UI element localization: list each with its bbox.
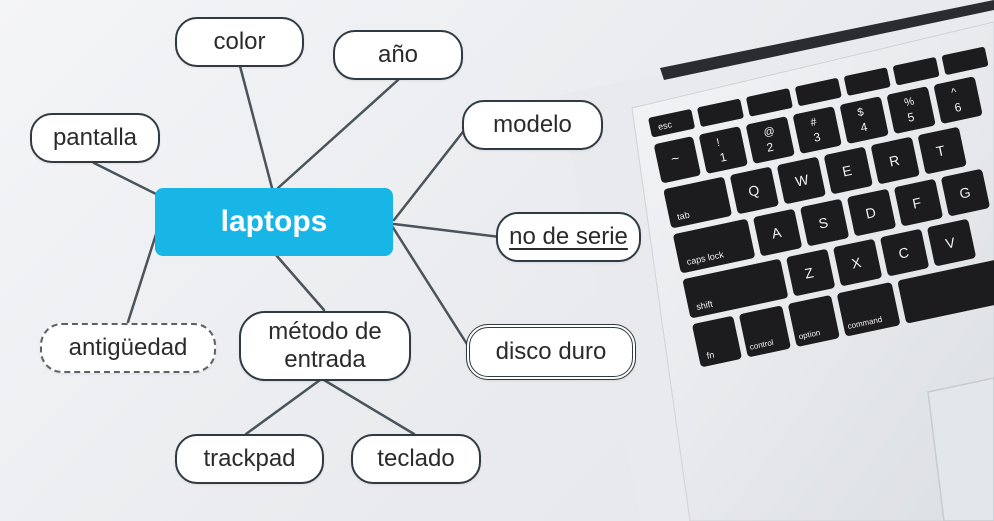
node-no-de-serie-label: no de serie [509, 223, 628, 250]
node-teclado: teclado [351, 434, 481, 484]
laptop-hinge [660, 0, 994, 80]
node-trackpad-label: trackpad [203, 445, 296, 472]
svg-text:1: 1 [718, 150, 728, 165]
svg-text:V: V [944, 234, 957, 252]
svg-text:%: % [903, 95, 915, 109]
qwerty-row: tab Q W E R T [663, 127, 967, 228]
key-tab-label: tab [676, 210, 690, 222]
svg-text:G: G [958, 184, 972, 202]
node-modelo-label: modelo [493, 111, 572, 138]
key-esc-label: esc [657, 119, 673, 132]
svg-text:Z: Z [803, 264, 815, 282]
svg-text:X: X [850, 254, 863, 272]
key-backtick-label: ~ [669, 150, 680, 167]
node-color: color [175, 17, 304, 67]
svg-text:5: 5 [906, 110, 916, 125]
svg-text:6: 6 [953, 100, 963, 115]
keyboard: esc ~ ! 1 @ 2 [648, 47, 994, 367]
svg-text:R: R [888, 152, 901, 170]
svg-text:W: W [794, 171, 811, 190]
key-option-label: option [798, 328, 821, 341]
node-pantalla-label: pantalla [52, 124, 138, 151]
node-disco-duro-label: disco duro [495, 338, 607, 365]
svg-text:3: 3 [812, 130, 822, 145]
svg-text:2: 2 [765, 140, 775, 155]
central-topic-label: laptops [220, 205, 328, 238]
svg-text:Q: Q [747, 182, 761, 200]
svg-text:T: T [935, 142, 947, 160]
modifier-row: fn control option command [692, 256, 994, 367]
function-row: esc [648, 47, 989, 138]
node-modelo: modelo [462, 100, 603, 150]
node-no-de-serie: no de serie [496, 212, 641, 262]
node-trackpad: trackpad [175, 434, 324, 484]
svg-text:C: C [897, 244, 910, 262]
node-disco-duro: disco duro [466, 324, 636, 380]
svg-text:D: D [864, 204, 877, 222]
home-row: caps lock A S D F G [673, 169, 990, 273]
svg-text:^: ^ [950, 86, 958, 99]
node-ano-label: año [377, 41, 419, 68]
svg-text:!: ! [716, 137, 721, 149]
node-metodo-label-line2: entrada [284, 346, 366, 373]
svg-text:$: $ [856, 106, 864, 119]
node-metodo-de-entrada: método de entrada [239, 311, 411, 381]
node-ano: año [333, 30, 463, 80]
svg-text:F: F [911, 194, 923, 211]
node-teclado-label: teclado [377, 445, 455, 472]
svg-text:#: # [809, 116, 818, 129]
key-fn-label: fn [706, 350, 715, 361]
node-color-label: color [213, 28, 266, 55]
trackpad-surface [927, 377, 994, 521]
node-antiguedad: antigüedad [40, 323, 216, 373]
svg-text:4: 4 [859, 120, 869, 135]
central-topic-laptops: laptops [155, 188, 393, 256]
bottom-letter-row: shift Z X C V [683, 219, 976, 318]
node-metodo-label-line1: método de [268, 318, 382, 345]
svg-text:E: E [841, 162, 853, 180]
svg-text:S: S [817, 214, 829, 232]
number-row: ~ ! 1 @ 2 # 3 $ 4 % 5 ^ 6 [654, 76, 983, 183]
svg-text:A: A [770, 224, 783, 242]
node-pantalla: pantalla [30, 113, 160, 163]
key-shift-label: shift [695, 299, 714, 312]
svg-text:@: @ [762, 125, 775, 139]
node-antiguedad-label: antigüedad [68, 334, 188, 361]
